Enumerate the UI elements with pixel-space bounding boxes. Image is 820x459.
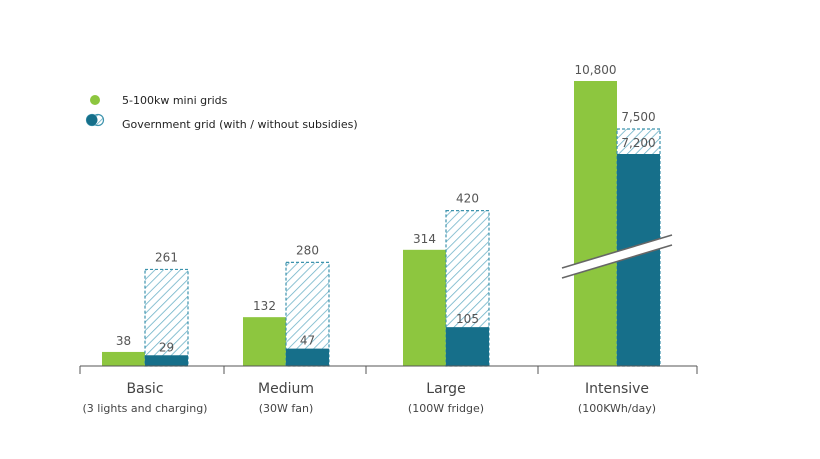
bar-mini-grid-large [403,249,446,366]
category-label-intensive: Intensive [585,381,649,397]
label-gov-with-large: 105 [456,312,479,326]
label-mini-grid-basic: 38 [116,334,131,348]
bars-layer [102,81,673,367]
labels-layer: 38 261 29 132 280 47 314 420 105 10,800 7,500 7,200 [116,63,656,354]
legend-swatch-mini-grids [90,95,100,105]
bar-gov-without-subsidy-basic [144,268,189,367]
bar-mini-grid-intensive [574,81,617,366]
legend-label-government-grid: Government grid (with / without subsidie… [122,118,358,131]
bar-mini-grid-basic [102,351,145,366]
bar-mini-grid-medium [243,317,286,366]
bar-gov-with-subsidy-large [446,327,489,366]
label-gov-with-medium: 47 [300,334,315,348]
label-gov-without-basic: 261 [155,250,178,264]
label-mini-grid-intensive: 10,800 [575,63,617,77]
legend-label-mini-grids: 5-100kw mini grids [122,94,228,107]
category-label-large: Large [426,381,465,397]
label-gov-without-intensive: 7,500 [621,110,655,124]
legend: 5-100kw mini grids Government grid (with… [85,94,358,131]
label-gov-with-basic: 29 [159,340,174,354]
bar-gov-with-subsidy-basic [145,355,188,366]
category-sublabel-basic: (3 lights and charging) [83,402,208,415]
label-gov-without-medium: 280 [296,243,319,257]
category-sublabel-large: (100W fridge) [408,402,484,415]
category-sublabel-medium: (30W fan) [259,402,314,415]
x-axis-ticks [79,366,698,374]
bar-gov-with-subsidy-medium [286,348,329,366]
category-sublabel-intensive: (100KWh/day) [578,402,656,415]
label-gov-with-intensive: 7,200 [621,136,655,150]
legend-swatch-government-grid [85,113,105,127]
label-gov-without-large: 420 [456,192,479,206]
axis-break-mark [561,234,673,279]
category-label-basic: Basic [126,381,163,397]
label-mini-grid-large: 314 [413,232,436,246]
category-label-medium: Medium [258,381,314,397]
label-mini-grid-medium: 132 [253,299,276,313]
x-axis-categories: Basic (3 lights and charging) Medium (30W f… [83,381,657,415]
